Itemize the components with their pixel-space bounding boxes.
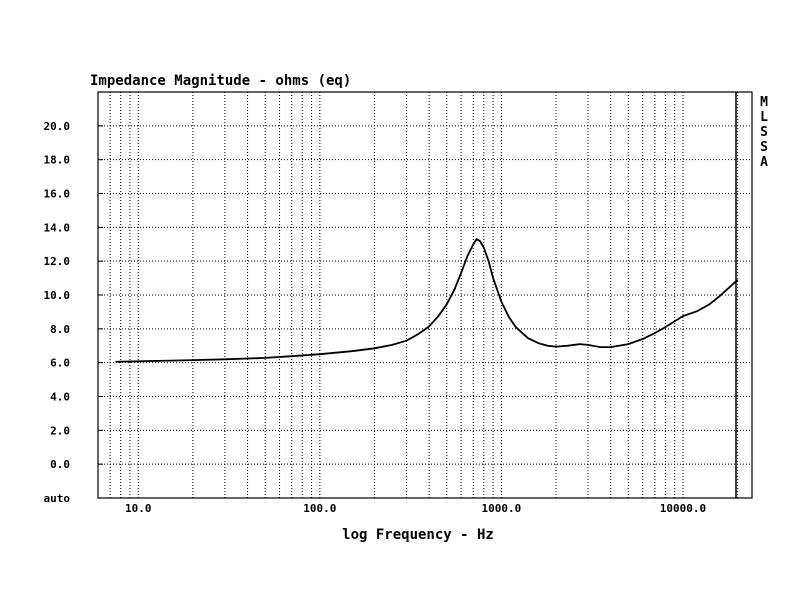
side-letter: M <box>760 95 768 110</box>
chart-title: Impedance Magnitude - ohms (eq) <box>90 73 351 89</box>
side-letter: A <box>760 155 768 170</box>
y-tick-label: 12.0 <box>44 255 71 268</box>
side-letter: S <box>760 125 768 140</box>
x-tick-label: 1000.0 <box>482 502 522 515</box>
y-tick-label: 8.0 <box>50 323 70 336</box>
x-axis-ticks: 10.0 100.0 1000.0 10000.0 <box>125 502 706 515</box>
x-axis-label: log Frequency - Hz <box>342 527 494 543</box>
y-tick-label: auto <box>44 492 71 505</box>
x-tick-label: 100.0 <box>303 502 336 515</box>
y-tick-label: 16.0 <box>44 188 71 201</box>
impedance-curve <box>115 238 739 363</box>
side-letter: L <box>760 110 768 125</box>
y-tick-label: 10.0 <box>44 289 71 302</box>
y-tick-label: 14.0 <box>44 221 71 234</box>
y-tick-label: 4.0 <box>50 391 70 404</box>
y-axis-ticks: auto 0.0 2.0 4.0 6.0 8.0 10.0 12.0 14.0 16.0 18.0 2… <box>44 120 103 505</box>
y-tick-label: 6.0 <box>50 357 70 370</box>
grid <box>97 92 752 499</box>
y-tick-label: 0.0 <box>50 458 70 471</box>
side-letter: S <box>760 140 768 155</box>
y-tick-label: 18.0 <box>44 154 71 167</box>
x-tick-label: 10.0 <box>125 502 152 515</box>
y-tick-label: 2.0 <box>50 424 70 437</box>
x-tick-label: 10000.0 <box>660 502 706 515</box>
y-tick-label: 20.0 <box>44 120 71 133</box>
